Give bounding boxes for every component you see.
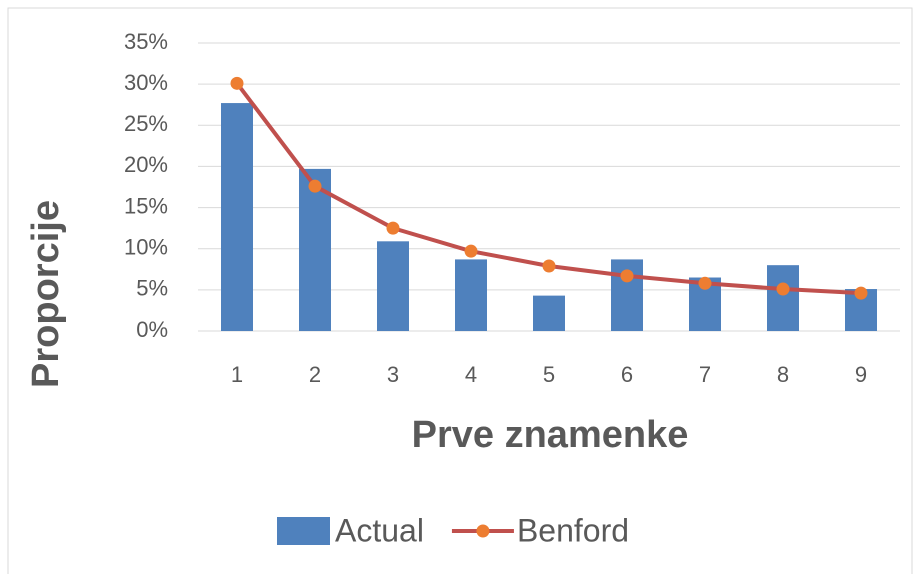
legend-label: Actual [335, 512, 424, 548]
x-tick-label: 3 [387, 362, 399, 387]
line-marker [698, 276, 712, 290]
y-tick-label: 20% [124, 152, 168, 177]
y-tick-label: 0% [136, 317, 168, 342]
x-tick-label: 6 [621, 362, 633, 387]
line-marker [230, 76, 244, 90]
chart-frame [7, 7, 913, 574]
x-tick-label: 9 [855, 362, 867, 387]
x-tick-label: 4 [465, 362, 477, 387]
line-marker [386, 221, 400, 235]
y-axis-title: Proporcije [25, 200, 67, 388]
bar [299, 168, 331, 331]
bar [767, 265, 799, 331]
y-tick-label: 15% [124, 193, 168, 218]
legend-label: Benford [517, 512, 629, 548]
legend-swatch [277, 517, 330, 545]
x-tick-label: 2 [309, 362, 321, 387]
x-tick-label: 7 [699, 362, 711, 387]
x-tick-label: 8 [777, 362, 789, 387]
x-axis-title: Prve znamenke [412, 414, 689, 456]
y-tick-label: 10% [124, 235, 168, 260]
y-tick-label: 35% [124, 29, 168, 54]
line-marker [464, 244, 478, 258]
y-tick-label: 25% [124, 111, 168, 136]
bar [377, 241, 409, 331]
y-tick-label: 5% [136, 276, 168, 301]
x-tick-label: 5 [543, 362, 555, 387]
line-marker [308, 179, 322, 193]
line-marker [620, 269, 634, 283]
bar [533, 295, 565, 331]
line-marker [776, 282, 790, 296]
bar [455, 259, 487, 331]
y-tick-label: 30% [124, 70, 168, 95]
bar [221, 103, 253, 331]
line-marker [542, 259, 556, 273]
x-tick-label: 1 [231, 362, 243, 387]
legend-swatch [476, 524, 490, 538]
line-marker [854, 286, 868, 300]
